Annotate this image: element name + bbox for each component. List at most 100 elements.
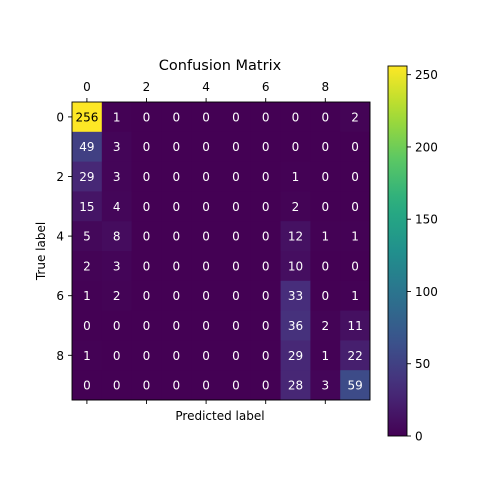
heatmap-cell — [310, 191, 341, 222]
cell-value-label: 0 — [321, 110, 329, 124]
heatmap-cell — [221, 221, 252, 252]
cell-value-label: 0 — [232, 289, 240, 303]
heatmap-axes: 0 2 4 6 8 0 2 4 6 8 — [56, 80, 371, 404]
cell-value-label: 0 — [262, 349, 270, 363]
cell-value-label: 0 — [202, 319, 210, 333]
cell-value-label: 2 — [83, 259, 91, 273]
heatmap-cell — [191, 310, 222, 341]
x-axis-label: Predicted label — [175, 409, 264, 423]
heatmap-cell — [161, 251, 192, 282]
heatmap-cell — [221, 340, 252, 371]
cell-value-label: 1 — [113, 110, 121, 124]
y-tick-label: 6 — [56, 289, 64, 303]
heatmap-cell — [161, 340, 192, 371]
cell-value-label: 0 — [262, 110, 270, 124]
heatmap-cell — [280, 221, 311, 252]
heatmap-cell — [280, 161, 311, 192]
y-axis-label: True label — [34, 222, 48, 281]
cell-value-label: 0 — [202, 379, 210, 393]
heatmap-cell — [191, 131, 222, 162]
cell-value-label: 29 — [288, 349, 303, 363]
heatmap-cell — [250, 191, 281, 222]
heatmap-cells — [72, 102, 371, 401]
heatmap-cell — [191, 102, 222, 133]
cell-value-label: 0 — [351, 170, 359, 184]
heatmap-cell — [280, 280, 311, 311]
cell-value-label: 0 — [143, 170, 151, 184]
cell-value-label: 0 — [232, 379, 240, 393]
cell-value-label: 0 — [262, 140, 270, 154]
heatmap-cell — [72, 370, 103, 401]
cell-value-label: 0 — [143, 289, 151, 303]
heatmap-cell — [161, 280, 192, 311]
heatmap-cell — [280, 340, 311, 371]
heatmap-cell — [250, 102, 281, 133]
cell-value-label: 0 — [262, 289, 270, 303]
heatmap-cell — [310, 161, 341, 192]
cell-value-label: 0 — [292, 140, 300, 154]
heatmap-cell — [280, 370, 311, 401]
heatmap-cell — [221, 370, 252, 401]
heatmap-cell — [161, 370, 192, 401]
heatmap-cell — [191, 251, 222, 282]
cell-value-label: 0 — [113, 379, 121, 393]
heatmap-cell — [340, 340, 371, 371]
x-tick-label: 2 — [143, 80, 151, 94]
cell-value-label: 28 — [288, 379, 303, 393]
cell-value-label: 0 — [292, 110, 300, 124]
cell-value-label: 0 — [262, 319, 270, 333]
cell-value-label: 0 — [143, 230, 151, 244]
cell-value-label: 0 — [172, 319, 180, 333]
heatmap-cell — [131, 340, 162, 371]
x-tick-label: 8 — [321, 80, 329, 94]
heatmap-cell — [340, 280, 371, 311]
cell-value-label: 0 — [143, 259, 151, 273]
x-tick-label: 4 — [202, 80, 210, 94]
heatmap-cell — [310, 280, 341, 311]
cell-value-label: 2 — [113, 289, 121, 303]
heatmap-cell — [221, 161, 252, 192]
heatmap-cell — [101, 191, 132, 222]
heatmap-cell — [340, 221, 371, 252]
heatmap-cell — [161, 221, 192, 252]
heatmap-cell — [131, 102, 162, 133]
heatmap-cell — [161, 310, 192, 341]
colorbar-tick-label: 0 — [415, 430, 423, 444]
cell-value-label: 0 — [351, 200, 359, 214]
cell-value-label: 0 — [232, 110, 240, 124]
cell-value-label: 3 — [113, 259, 121, 273]
heatmap-cell — [250, 221, 281, 252]
heatmap-cell — [131, 370, 162, 401]
colorbar: 0 50 100 150 200 250 — [387, 65, 438, 444]
heatmap-cell — [161, 191, 192, 222]
heatmap-cell — [340, 161, 371, 192]
cell-value-label: 256 — [75, 110, 98, 124]
heatmap-cell — [250, 251, 281, 282]
cell-value-label: 0 — [172, 259, 180, 273]
heatmap-cell — [191, 280, 222, 311]
heatmap-cell — [191, 340, 222, 371]
heatmap-cell — [131, 310, 162, 341]
heatmap-cell — [101, 280, 132, 311]
cell-value-label: 0 — [262, 230, 270, 244]
cell-value-label: 0 — [202, 140, 210, 154]
cell-value-label: 0 — [232, 349, 240, 363]
cell-value-label: 0 — [83, 319, 91, 333]
colorbar-tick-label: 50 — [415, 357, 430, 371]
heatmap-cell — [340, 191, 371, 222]
cell-value-label: 0 — [202, 170, 210, 184]
cell-value-label: 0 — [202, 200, 210, 214]
cell-value-label: 0 — [113, 349, 121, 363]
cell-value-label: 0 — [232, 200, 240, 214]
heatmap-cell — [72, 340, 103, 371]
heatmap-cell — [221, 191, 252, 222]
cell-value-label: 0 — [172, 230, 180, 244]
heatmap-cell — [310, 131, 341, 162]
cell-value-label: 0 — [262, 379, 270, 393]
heatmap-cell — [310, 221, 341, 252]
y-tick-label: 0 — [56, 110, 64, 124]
cell-value-label: 0 — [321, 170, 329, 184]
cell-value-label: 0 — [321, 259, 329, 273]
cell-value-label: 0 — [232, 170, 240, 184]
